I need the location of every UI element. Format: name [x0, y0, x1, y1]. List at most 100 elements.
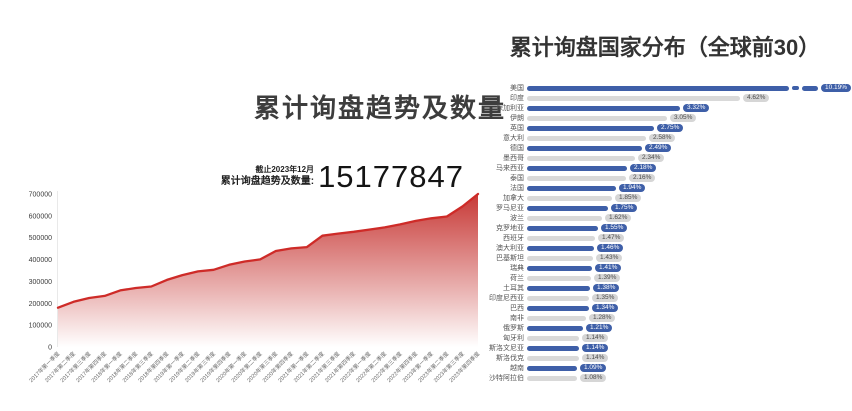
country-label: 克罗地亚: [496, 225, 524, 232]
country-row: 土耳其 1.38%: [488, 283, 852, 293]
country-value-badge: 3.05%: [670, 114, 697, 122]
country-bar: [527, 235, 595, 241]
country-row: 克罗地亚 1.55%: [488, 223, 852, 233]
country-bar: [527, 315, 586, 321]
country-label: 罗马尼亚: [496, 205, 524, 212]
country-bar: [527, 245, 594, 251]
country-bar: [527, 325, 583, 331]
country-value-badge: 2.49%: [645, 144, 672, 152]
total-text: 截止2023年12月 累计询盘趋势及数量:: [221, 165, 314, 190]
total-value: 15177847: [318, 159, 464, 194]
country-row: 罗马尼亚 1.75%: [488, 203, 852, 213]
country-value-badge: 1.08%: [580, 374, 607, 382]
country-row: 巴西 1.34%: [488, 303, 852, 313]
y-tick-label: 400000: [29, 257, 52, 264]
country-row: 英国 2.75%: [488, 123, 852, 133]
country-label: 泰国: [510, 175, 524, 182]
country-value-badge: 1.35%: [592, 294, 619, 302]
y-tick-label: 700000: [29, 192, 52, 199]
country-label: 巴基斯坦: [496, 255, 524, 262]
country-value-badge: 1.47%: [598, 234, 625, 242]
country-row: 印度尼西亚 1.35%: [488, 293, 852, 303]
country-value-badge: 1.55%: [601, 224, 628, 232]
country-bar: [527, 155, 635, 161]
country-label: 巴西: [510, 305, 524, 312]
country-bar: [527, 305, 589, 311]
country-bar: [527, 145, 642, 151]
country-bars: 美国 10.19% 印度 4.62% 保加利亚 3.32% 伊朗 3.05% 英国 2.75% 意大…: [488, 83, 852, 383]
country-bar: [527, 295, 589, 301]
y-tick-label: 100000: [29, 323, 52, 330]
total-block: 截止2023年12月 累计询盘趋势及数量: 15177847: [0, 159, 464, 194]
country-bar: [527, 375, 577, 381]
country-value-badge: 2.34%: [638, 154, 665, 162]
area-line: [56, 192, 480, 309]
country-value-badge: 1.21%: [586, 324, 613, 332]
country-value-badge: 1.43%: [596, 254, 623, 262]
country-value-badge: 10.19%: [821, 84, 852, 92]
country-row: 意大利 2.58%: [488, 133, 852, 143]
country-bar: [527, 115, 667, 121]
country-row: 俄罗斯 1.21%: [488, 323, 852, 333]
country-bar: [527, 135, 646, 141]
country-row: 泰国 2.16%: [488, 173, 852, 183]
country-value-badge: 3.32%: [683, 104, 710, 112]
country-value-badge: 1.85%: [615, 194, 642, 202]
trend-chart-title: 累计询盘趋势及数量: [254, 93, 507, 123]
country-label: 南非: [510, 315, 524, 322]
area-chart-axes: 0 100000 200000 300000 400000 500000 600000 700…: [27, 191, 482, 384]
country-value-badge: 2.75%: [657, 124, 684, 132]
country-bar: [527, 335, 579, 341]
area-chart: 0 100000 200000 300000 400000 500000 600000 700…: [27, 191, 482, 384]
country-label: 俄罗斯: [503, 325, 524, 332]
country-label: 斯洛伐克: [496, 355, 524, 362]
y-tick-label: 200000: [29, 301, 52, 308]
country-row: 荷兰 1.39%: [488, 273, 852, 283]
country-label: 美国: [510, 85, 524, 92]
country-value-badge: 1.34%: [592, 304, 619, 312]
country-bar: [527, 185, 616, 191]
total-label: 累计询盘趋势及数量:: [220, 176, 315, 187]
country-label: 瑞典: [510, 265, 524, 272]
y-tick-label: 300000: [29, 279, 52, 286]
country-value-badge: 1.28%: [589, 314, 616, 322]
country-bar: [527, 95, 740, 101]
country-row: 印度 4.62%: [488, 93, 852, 103]
country-bar: [527, 165, 627, 171]
country-row: 波兰 1.62%: [488, 213, 852, 223]
area-fill: [58, 194, 478, 347]
country-label: 马来西亚: [496, 165, 524, 172]
country-chart-title: 累计询盘国家分布（全球前30）: [509, 35, 821, 60]
country-row: 法国 1.94%: [488, 183, 852, 193]
country-bar: [527, 255, 593, 261]
country-label: 意大利: [503, 135, 524, 142]
country-row: 斯洛伐克 1.14%: [488, 353, 852, 363]
country-row: 匈牙利 1.14%: [488, 333, 852, 343]
country-value-badge: 4.62%: [743, 94, 770, 102]
country-label: 德国: [510, 145, 524, 152]
country-row: 瑞典 1.41%: [488, 263, 852, 273]
country-value-badge: 1.14%: [582, 354, 609, 362]
country-bar-continued: [802, 85, 818, 91]
country-label: 法国: [510, 185, 524, 192]
y-tick-label: 500000: [29, 235, 52, 242]
country-bar: [527, 85, 789, 91]
country-label: 伊朗: [510, 115, 524, 122]
country-row: 加拿大 1.85%: [488, 193, 852, 203]
country-value-badge: 1.09%: [580, 364, 607, 372]
country-row: 德国 2.49%: [488, 143, 852, 153]
country-row: 南非 1.28%: [488, 313, 852, 323]
country-label: 匈牙利: [503, 335, 524, 342]
country-value-badge: 1.39%: [594, 274, 621, 282]
country-row: 越南 1.09%: [488, 363, 852, 373]
country-value-badge: 2.58%: [649, 134, 676, 142]
y-tick-label: 600000: [29, 213, 52, 220]
country-value-badge: 1.14%: [582, 334, 609, 342]
country-label: 荷兰: [510, 275, 524, 282]
axis-break-icon: [792, 86, 799, 90]
country-bar: [527, 175, 626, 181]
country-bar: [527, 125, 654, 131]
country-label: 沙特阿拉伯: [489, 375, 524, 382]
y-tick-label: 0: [48, 345, 52, 352]
country-bar: [527, 225, 598, 231]
